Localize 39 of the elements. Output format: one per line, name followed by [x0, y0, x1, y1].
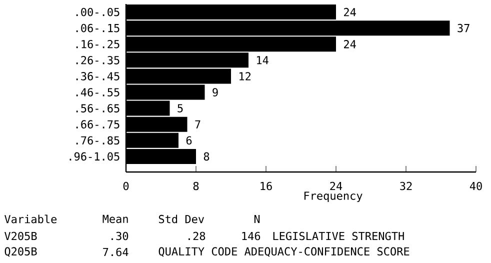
- x-axis-title: Frequency: [304, 192, 362, 202]
- data-label: 7: [195, 120, 200, 128]
- data-label: 24: [344, 40, 356, 48]
- data-label: 8: [204, 152, 210, 161]
- y-tick-label: .06-.15: [76, 24, 120, 32]
- data-label: 5: [178, 104, 183, 112]
- text: 7.64: [103, 248, 128, 256]
- y-tick-label: .46-.55: [76, 88, 120, 96]
- text: Mean: [102, 214, 128, 224]
- data-label: 9: [212, 88, 218, 96]
- text: Variable: [4, 214, 57, 224]
- x-tick-label: 0: [123, 182, 129, 190]
- y-tick-label: .26-.35: [76, 56, 120, 64]
- x-tick-label: 16: [260, 182, 272, 190]
- text: V205B: [4, 232, 37, 240]
- text: Q205B: [4, 247, 37, 257]
- y-tick-label: .56-.65: [76, 104, 120, 112]
- text: .30: [112, 232, 128, 240]
- y-tick-label: .00-.05: [76, 8, 120, 16]
- text: Std Dev: [158, 214, 204, 224]
- data-label: 14: [257, 56, 268, 64]
- y-tick-label: .96-1.05: [70, 152, 120, 161]
- data-label: 37: [458, 24, 470, 32]
- data-label: 12: [240, 72, 251, 80]
- text: .28: [188, 232, 206, 240]
- text: LEGISLATIVE STRENGTH: [273, 232, 404, 240]
- x-tick-label: 8: [193, 182, 199, 190]
- x-tick-label: 32: [400, 182, 412, 190]
- data-label: 6: [186, 136, 192, 145]
- text: QUALITY CODE ADEQUACY-CONFIDENCE SCORE: [158, 247, 410, 257]
- y-tick-label: .76-.85: [76, 136, 120, 145]
- y-tick-label: .36-.45: [76, 72, 120, 80]
- text: N: [254, 214, 260, 224]
- y-tick-label: .16-.25: [76, 40, 120, 48]
- x-tick-label: 24: [330, 182, 342, 190]
- x-tick-label: 40: [470, 182, 482, 190]
- y-tick-label: .66-.75: [76, 120, 120, 129]
- text: 146: [242, 232, 260, 240]
- data-label: 24: [344, 8, 356, 16]
